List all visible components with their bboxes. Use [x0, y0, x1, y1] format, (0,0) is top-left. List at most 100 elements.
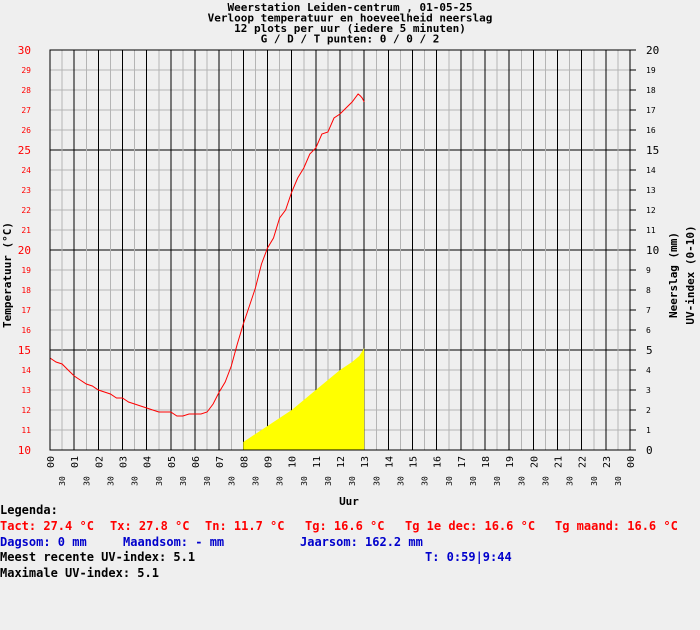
- half-hour-tick-label: 30: [493, 476, 502, 486]
- chart-title-line: Verloop temperatuur en hoeveelheid neers…: [208, 12, 493, 25]
- left-tick-label: 21: [21, 226, 31, 235]
- half-hour-tick-label: 30: [82, 476, 91, 486]
- half-hour-tick-label: 30: [566, 476, 575, 486]
- legend-uv-max: Maximale UV-index: 5.1: [0, 566, 159, 580]
- left-tick-label: 30: [18, 44, 31, 57]
- right-tick-label: 18: [646, 86, 656, 95]
- hour-tick-label: 17: [457, 456, 468, 468]
- legend-tact: Tact: 27.4 °C: [0, 519, 94, 533]
- left-tick-label: 25: [18, 144, 31, 157]
- right-tick-label: 5: [646, 344, 653, 357]
- legend-maandsom: Maandsom: - mm: [123, 535, 225, 549]
- hour-tick-label: 00: [626, 456, 637, 468]
- half-hour-tick-label: 30: [106, 476, 115, 486]
- left-tick-label: 19: [21, 266, 31, 275]
- chart-title-line: Weerstation Leiden-centrum , 01-05-25: [227, 1, 472, 14]
- right-tick-label: 14: [646, 166, 656, 175]
- y-axis-label-left: Temperatuur (°C): [1, 222, 14, 328]
- hour-tick-label: 07: [215, 456, 226, 468]
- half-hour-tick-label: 30: [590, 476, 599, 486]
- half-hour-tick-label: 30: [131, 476, 140, 486]
- hour-tick-label: 19: [505, 456, 516, 468]
- half-hour-tick-label: 30: [155, 476, 164, 486]
- half-hour-tick-label: 30: [348, 476, 357, 486]
- hour-tick-label: 14: [384, 456, 395, 468]
- left-tick-label: 13: [21, 386, 31, 395]
- temperature-chart: Weerstation Leiden-centrum , 01-05-25Ver…: [1, 1, 697, 505]
- half-hour-tick-label: 30: [203, 476, 212, 486]
- right-tick-label: 0: [646, 444, 653, 457]
- right-tick-label: 10: [646, 244, 659, 257]
- left-tick-label: 12: [21, 406, 31, 415]
- legend-tg: Tg: 16.6 °C: [305, 519, 385, 533]
- left-tick-label: 29: [21, 66, 31, 75]
- right-tick-label: 6: [646, 326, 651, 335]
- hour-tick-label: 02: [94, 456, 105, 468]
- half-hour-tick-label: 30: [421, 476, 430, 486]
- hour-tick-label: 23: [602, 456, 613, 468]
- hour-tick-label: 01: [70, 456, 81, 468]
- chart-axes: 1011121314151617181920212223242526272829…: [1, 44, 697, 505]
- hour-tick-label: 11: [312, 456, 323, 468]
- x-axis-label: Uur: [339, 495, 359, 505]
- uv-area: [243, 348, 365, 450]
- hour-tick-label: 21: [554, 456, 565, 468]
- half-hour-tick-label: 30: [227, 476, 236, 486]
- temperature-series: [49, 93, 365, 417]
- legend-jaarsom: Jaarsom: 162.2 mm: [300, 535, 423, 549]
- hour-tick-label: 03: [119, 456, 130, 468]
- chart-titles: Weerstation Leiden-centrum , 01-05-25Ver…: [208, 1, 493, 46]
- right-tick-label: 17: [646, 106, 656, 115]
- legend-time: T: 0:59|9:44: [425, 550, 512, 564]
- legend-tg-1e-dec: Tg 1e dec: 16.6 °C: [405, 519, 536, 533]
- right-tick-label: 4: [646, 366, 651, 375]
- right-tick-label: 8: [646, 286, 651, 295]
- right-tick-label: 15: [646, 144, 659, 157]
- left-tick-label: 10: [18, 444, 31, 457]
- half-hour-tick-label: 30: [614, 476, 623, 486]
- half-hour-tick-label: 30: [396, 476, 405, 486]
- right-tick-label: 7: [646, 306, 651, 315]
- half-hour-tick-label: 30: [372, 476, 381, 486]
- left-tick-label: 20: [18, 244, 31, 257]
- hour-tick-label: 08: [239, 456, 250, 468]
- legend-uv-recent: Meest recente UV-index: 5.1: [0, 550, 196, 564]
- legend-tg-maand: Tg maand: 16.6 °C: [555, 519, 678, 533]
- right-tick-label: 12: [646, 206, 656, 215]
- left-tick-label: 11: [21, 426, 31, 435]
- chart-title-line: 12 plots per uur (iedere 5 minuten): [234, 22, 466, 35]
- left-tick-label: 23: [21, 186, 31, 195]
- right-tick-label: 9: [646, 266, 651, 275]
- left-tick-label: 17: [21, 306, 31, 315]
- legend-heading: Legenda:: [0, 503, 58, 517]
- half-hour-tick-label: 30: [276, 476, 285, 486]
- half-hour-tick-label: 30: [300, 476, 309, 486]
- right-tick-label: 1: [646, 426, 651, 435]
- hour-tick-label: 12: [336, 456, 347, 468]
- left-tick-label: 26: [21, 126, 31, 135]
- y-axis-label-right-1: Neerslag (mm): [667, 232, 680, 318]
- half-hour-tick-label: 30: [251, 476, 260, 486]
- left-tick-label: 18: [21, 286, 31, 295]
- half-hour-tick-label: 30: [58, 476, 67, 486]
- legend-dagsom: Dagsom: 0 mm: [0, 535, 87, 549]
- hour-tick-label: 16: [433, 456, 444, 468]
- temperature-line: [49, 93, 365, 417]
- left-tick-label: 24: [21, 166, 31, 175]
- right-tick-label: 20: [646, 44, 659, 57]
- hour-tick-label: 18: [481, 456, 492, 468]
- half-hour-tick-label: 30: [179, 476, 188, 486]
- right-tick-label: 16: [646, 126, 656, 135]
- legend-tx: Tx: 27.8 °C: [110, 519, 190, 533]
- hour-tick-label: 20: [529, 456, 540, 468]
- y-axis-label-right-2: UV-index (0-10): [684, 225, 697, 324]
- left-tick-label: 14: [21, 366, 31, 375]
- hour-tick-label: 15: [409, 456, 420, 468]
- hour-tick-label: 22: [578, 456, 589, 468]
- legend: Legenda: Tact: 27.4 °C Tx: 27.8 °C Tn: 1…: [0, 503, 700, 630]
- left-tick-label: 27: [21, 106, 31, 115]
- half-hour-tick-label: 30: [324, 476, 333, 486]
- right-tick-label: 13: [646, 186, 656, 195]
- left-tick-label: 22: [21, 206, 31, 215]
- half-hour-tick-label: 30: [445, 476, 454, 486]
